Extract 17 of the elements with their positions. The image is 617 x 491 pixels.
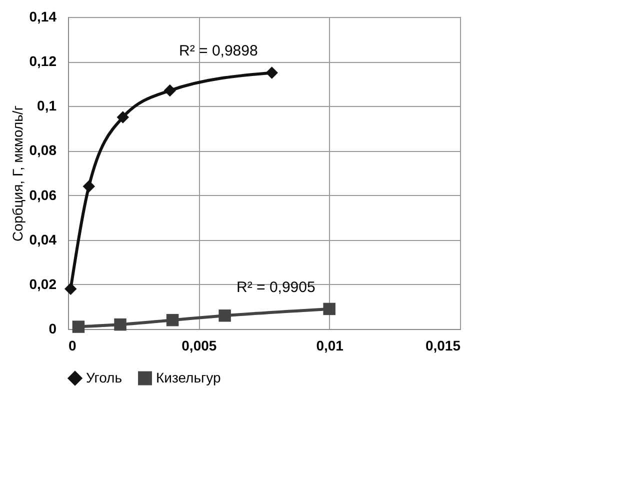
x-tick-label: 0,01 (316, 338, 344, 354)
x-tick-label: 0,015 (425, 338, 461, 354)
y-tick-label: 0,02 (29, 276, 57, 292)
y-tick-label: 0,1 (37, 98, 57, 114)
y-tick-label: 0,06 (29, 186, 57, 203)
x-tick-label: 0,005 (182, 338, 217, 354)
y-tick-label: 0,08 (29, 142, 57, 158)
x-tick-label: 0 (68, 338, 76, 354)
y-tick-label: 0,14 (29, 8, 57, 24)
y-tick-label: 0 (48, 320, 57, 336)
y-tick-label: 0,12 (29, 53, 57, 70)
annotation: R² = 0,9898 (179, 42, 258, 60)
y-axis-title: Сорбция, Г, мкмоль/г (9, 106, 26, 242)
y-tick-label: 0,04 (29, 231, 57, 248)
legend-label: Уголь (86, 369, 122, 386)
annotation: R² = 0,9905 (236, 278, 316, 296)
legend-label: Кизельгур (156, 369, 221, 386)
